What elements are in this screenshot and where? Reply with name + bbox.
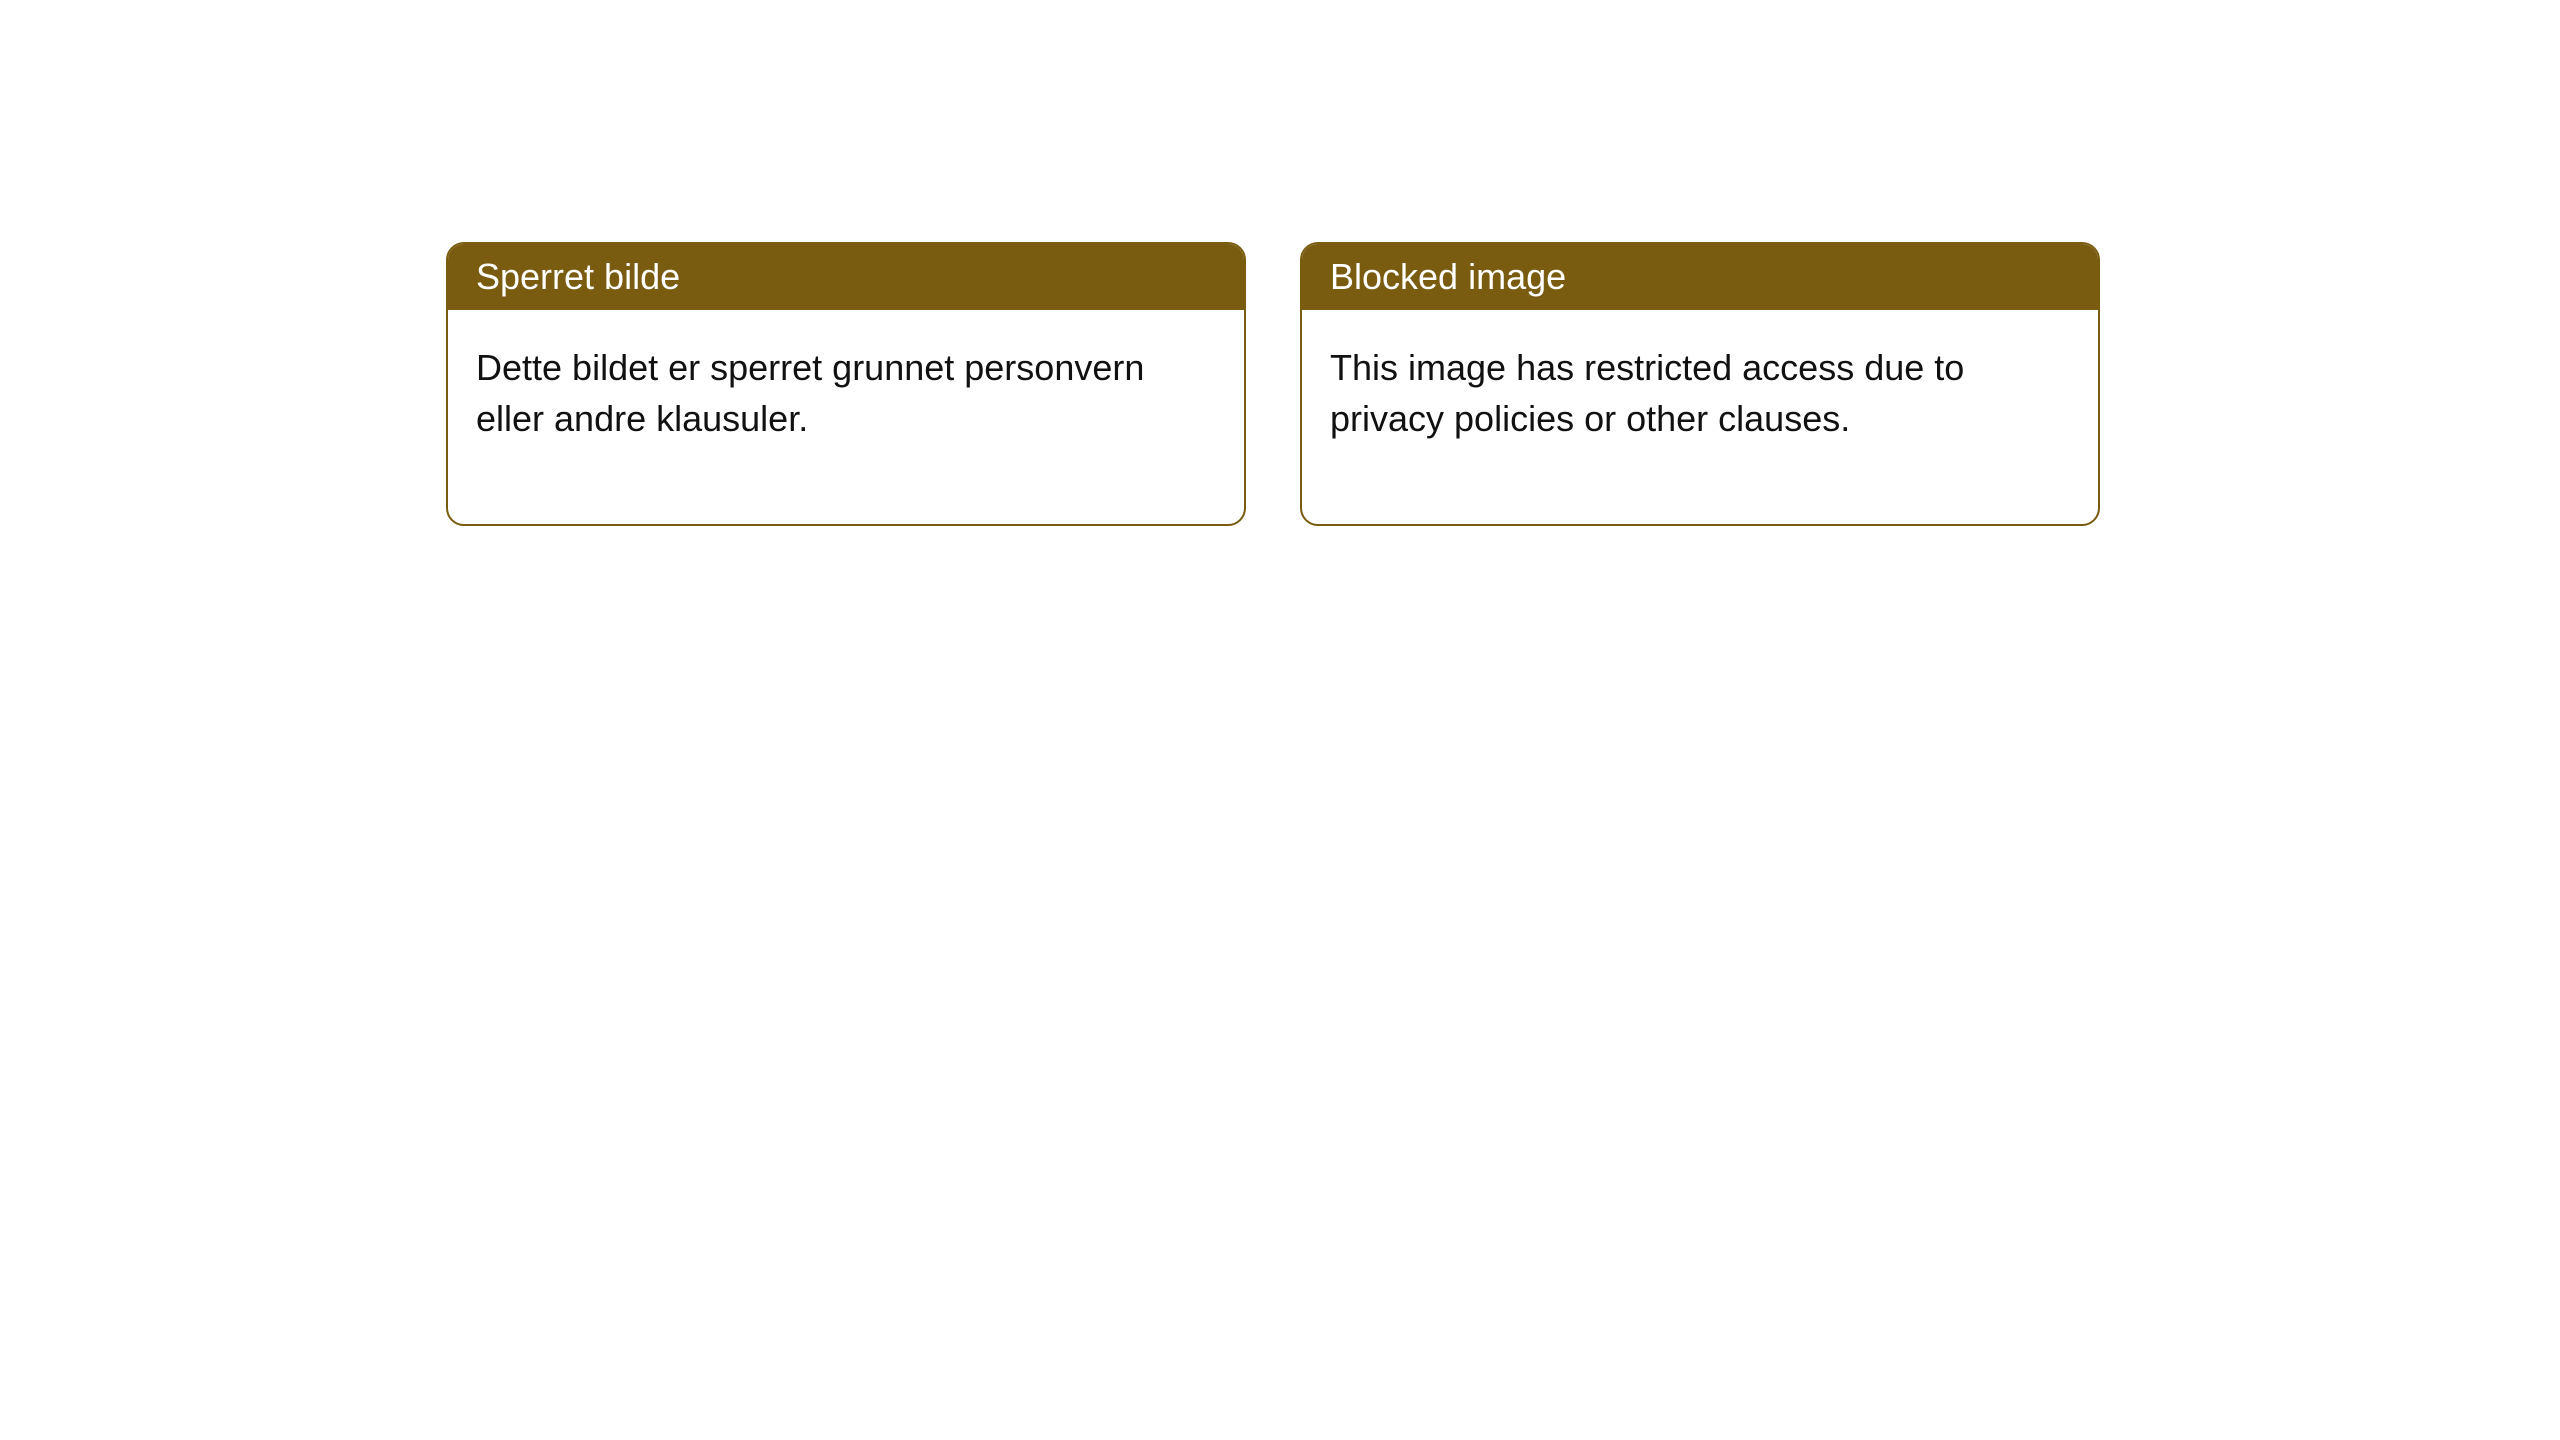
notice-container: Sperret bilde Dette bildet er sperret gr… <box>0 0 2560 526</box>
notice-body-no: Dette bildet er sperret grunnet personve… <box>448 310 1244 524</box>
notice-header-en: Blocked image <box>1302 244 2098 310</box>
notice-card-en: Blocked image This image has restricted … <box>1300 242 2100 526</box>
notice-body-en: This image has restricted access due to … <box>1302 310 2098 524</box>
notice-card-no: Sperret bilde Dette bildet er sperret gr… <box>446 242 1246 526</box>
notice-header-no: Sperret bilde <box>448 244 1244 310</box>
